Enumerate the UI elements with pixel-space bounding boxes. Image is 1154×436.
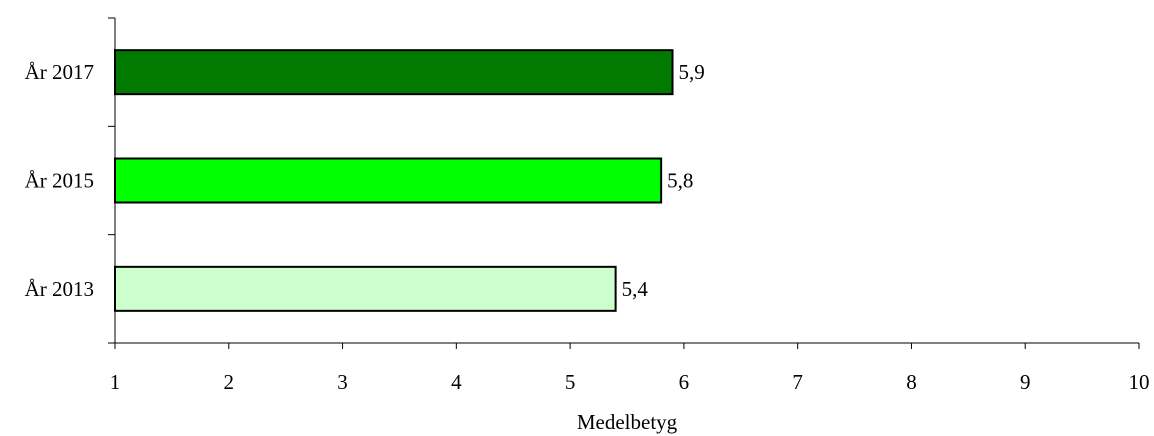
x-tick-label-1: 1 xyxy=(110,370,121,394)
value-label-r-2017: 5,9 xyxy=(679,60,705,84)
y-ticks-group xyxy=(108,17,115,344)
x-ticks-group: 1 2 3 4 5 6 7 8 9 10 xyxy=(110,343,1150,394)
x-tick-label-2: 2 xyxy=(224,370,235,394)
value-labels-group: 5,9 5,8 5,4 xyxy=(622,60,705,301)
x-tick-label-3: 3 xyxy=(337,370,348,394)
category-label-r-2015: År 2015 xyxy=(25,169,94,193)
category-label-r-2017: År 2017 xyxy=(25,60,94,84)
x-tick-label-6: 6 xyxy=(679,370,690,394)
category-label-r-2013: År 2013 xyxy=(25,277,94,301)
x-tick-label-5: 5 xyxy=(565,370,576,394)
x-tick-label-9: 9 xyxy=(1020,370,1031,394)
x-tick-label-7: 7 xyxy=(792,370,803,394)
bar-r-2013 xyxy=(114,265,617,312)
x-axis-title: Medelbetyg xyxy=(577,410,678,434)
category-labels-group: År 2017 År 2015 År 2013 xyxy=(25,60,94,301)
x-tick-label-4: 4 xyxy=(451,370,462,394)
axes-group xyxy=(114,18,1139,344)
x-tick-label-10: 10 xyxy=(1129,370,1150,394)
value-label-r-2015: 5,8 xyxy=(667,169,693,193)
bars-group xyxy=(114,49,674,312)
bar-r-2015 xyxy=(114,157,663,204)
bar-r-2017 xyxy=(114,49,674,96)
value-label-r-2013: 5,4 xyxy=(622,277,649,301)
x-tick-label-8: 8 xyxy=(906,370,917,394)
